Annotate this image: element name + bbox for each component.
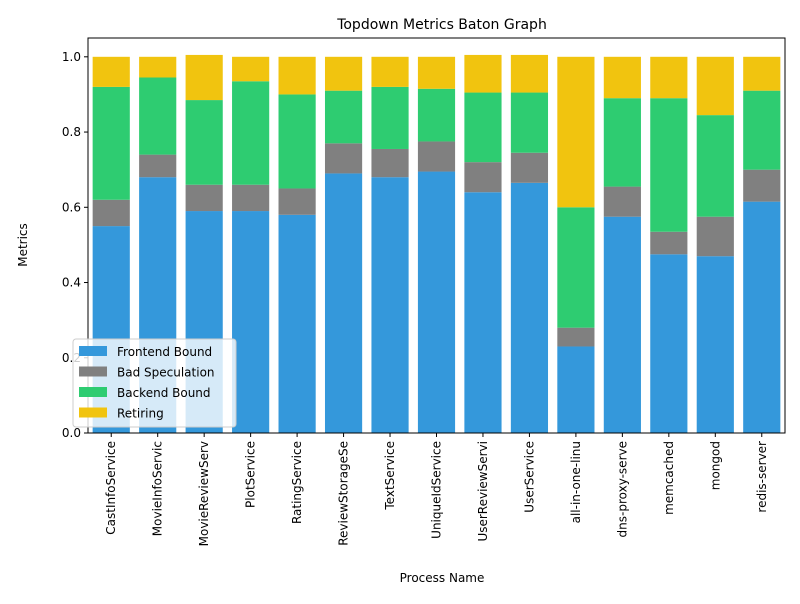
y-tick-label: 0.6 [62, 200, 81, 214]
chart-title: Topdown Metrics Baton Graph [336, 17, 547, 33]
bar-segment-3-1 [139, 56, 177, 78]
bar-segment-3-8 [464, 54, 502, 93]
x-tick-label: MovieReviewServ [197, 441, 211, 546]
bar-segment-1-4 [278, 188, 316, 215]
x-tick-label: ReviewStorageSe [337, 441, 351, 546]
bar-segment-1-1 [139, 154, 177, 178]
x-axis-label: Process Name [400, 571, 485, 585]
bar-segment-3-0 [92, 56, 130, 87]
legend-swatch [79, 387, 107, 397]
legend-label: Backend Bound [117, 386, 211, 400]
legend-label: Frontend Bound [117, 345, 212, 359]
bar-segment-2-7 [417, 88, 456, 142]
bar-segment-0-5 [324, 173, 363, 433]
y-axis-label: Metrics [16, 223, 30, 267]
bar-segment-2-2 [185, 100, 223, 185]
bar-segment-0-9 [510, 182, 549, 433]
bar-segment-0-8 [464, 192, 502, 433]
bar-segment-1-11 [603, 186, 641, 217]
bar-segment-2-4 [278, 94, 316, 189]
bar-segment-3-10 [557, 56, 595, 208]
x-tick-label: UniqueIdService [430, 441, 444, 539]
bar-segment-0-11 [603, 216, 641, 433]
x-tick-label: MovieInfoServic [151, 441, 165, 536]
x-tick-label: UserReviewServi [476, 441, 490, 542]
x-tick-label: TextService [383, 441, 397, 511]
bar-segment-2-3 [232, 81, 270, 185]
bar-segment-2-9 [510, 92, 549, 153]
bar-segment-2-14 [743, 90, 781, 170]
bar-segment-0-12 [650, 254, 688, 433]
bar-segment-3-13 [696, 56, 734, 116]
legend-label: Bad Speculation [117, 366, 215, 380]
bar-segment-3-4 [278, 56, 316, 95]
bar-segment-2-8 [464, 92, 502, 163]
x-ticks-group: CastInfoService MovieInfoServic MovieRevie… [104, 433, 769, 546]
bar-segment-3-7 [417, 56, 456, 89]
plot-frame [87, 37, 786, 434]
bar-segment-3-12 [650, 56, 688, 99]
bar-segment-2-5 [324, 90, 363, 144]
y-tick-label: 0.0 [62, 426, 81, 440]
x-tick-label: RatingService [290, 441, 304, 524]
bar-segment-1-12 [650, 231, 688, 255]
bar-segment-0-14 [743, 201, 781, 433]
bar-segment-3-6 [371, 56, 409, 87]
legend-swatch [79, 346, 107, 356]
bar-segment-2-11 [603, 98, 641, 187]
bar-segment-3-5 [324, 56, 363, 91]
legend: Frontend Bound Bad Speculation Backend Bou… [72, 338, 237, 428]
bar-segment-3-9 [510, 54, 549, 93]
bar-segment-2-6 [371, 86, 409, 149]
bar-segment-1-14 [743, 169, 781, 202]
bar-segment-1-7 [417, 141, 456, 172]
bar-segment-1-3 [232, 184, 270, 212]
bar-segment-0-10 [557, 346, 595, 433]
bar-segment-3-11 [603, 56, 641, 99]
bar-segment-1-13 [696, 216, 734, 257]
legend-swatch [79, 407, 107, 418]
bar-segment-0-13 [696, 256, 734, 433]
x-tick-label: memcached [662, 441, 676, 515]
bars-group [92, 54, 781, 434]
bar-segment-3-14 [743, 56, 781, 91]
bar-segment-0-7 [417, 171, 456, 434]
y-tick-label: 1.0 [62, 50, 81, 64]
x-tick-label: UserService [522, 441, 536, 513]
bar-segment-1-6 [371, 148, 409, 178]
y-ticks-group: 0.00.20.40.60.81.0 [62, 50, 88, 440]
bar-segment-0-6 [371, 177, 409, 433]
bar-segment-2-0 [92, 86, 130, 200]
bar-segment-2-1 [139, 77, 177, 155]
bar-segment-2-10 [557, 207, 595, 328]
bar-segment-3-2 [185, 54, 223, 101]
x-tick-label: mongod [708, 441, 722, 490]
x-tick-label: dns-proxy-serve [615, 441, 629, 537]
y-tick-label: 0.8 [62, 125, 81, 139]
bar-segment-0-3 [232, 211, 270, 433]
bar-segment-0-4 [278, 214, 316, 433]
bar-segment-1-2 [185, 184, 223, 212]
y-tick-label: 0.4 [62, 276, 81, 290]
bar-segment-1-5 [324, 143, 363, 174]
x-tick-label: CastInfoService [104, 441, 118, 535]
bar-segment-1-9 [510, 152, 549, 183]
bar-segment-3-3 [232, 56, 270, 82]
bar-segment-1-10 [557, 327, 595, 347]
bar-segment-1-8 [464, 162, 502, 193]
x-tick-label: PlotService [244, 441, 258, 508]
x-tick-label: redis-server [755, 441, 769, 513]
legend-label: Retiring [117, 407, 164, 421]
legend-box [72, 338, 237, 428]
bar-segment-1-0 [92, 199, 130, 227]
bar-segment-2-13 [696, 115, 734, 217]
bar-segment-2-12 [650, 98, 688, 232]
legend-swatch [79, 366, 107, 377]
x-tick-label: all-in-one-linu [569, 441, 583, 523]
